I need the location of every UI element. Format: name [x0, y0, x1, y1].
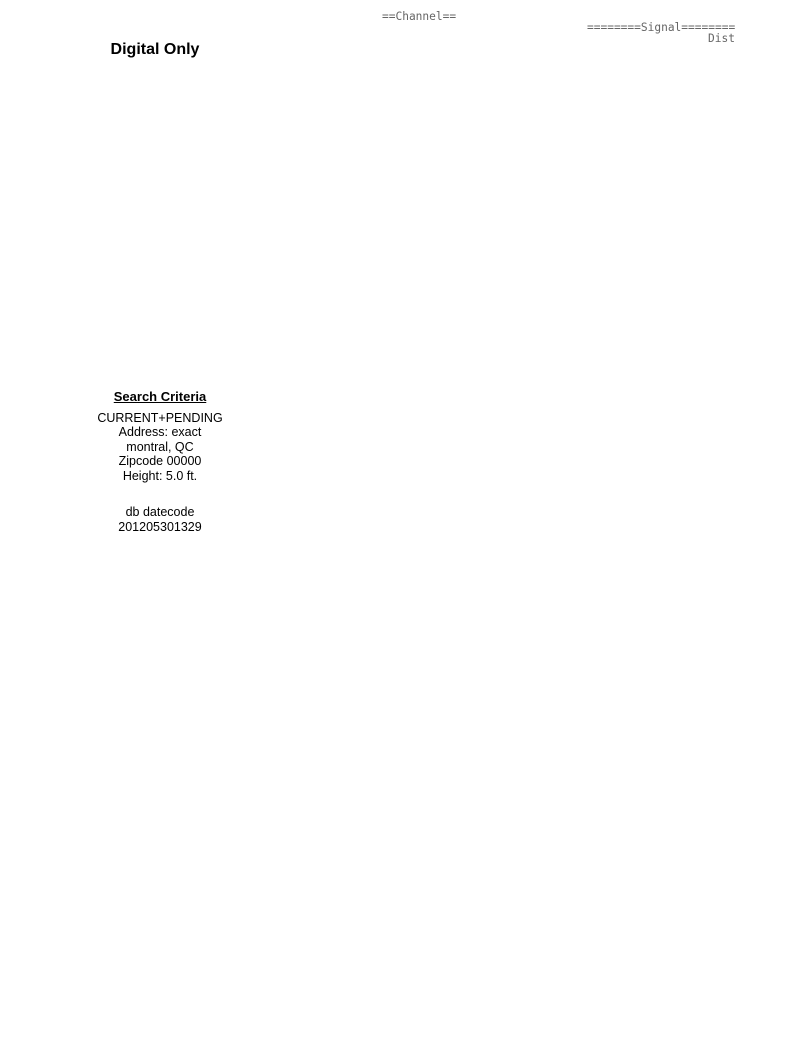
- criteria-line: Zipcode 00000: [118, 454, 202, 468]
- criteria-line: CURRENT+PENDING: [97, 410, 223, 425]
- search-criteria-heading: Search Criteria: [113, 389, 207, 404]
- dist-group-header: Dist: [708, 32, 735, 45]
- db-datecode-value: 201205301329: [118, 519, 202, 534]
- polar-plot-title: Digital Only: [110, 41, 200, 58]
- polar-plot: [0, 62, 310, 382]
- search-criteria: Search Criteria CURRENT+PENDING Address:…: [0, 389, 320, 534]
- criteria-line: montral, QC: [126, 439, 194, 454]
- table-group-header: ==Channel== ========Signal======== Dist: [300, 0, 800, 44]
- db-datecode-label: db datecode: [125, 505, 195, 519]
- channel-group-header: ==Channel==: [382, 10, 457, 23]
- criteria-line: Address: exact: [118, 425, 202, 439]
- signal-group-header: ========Signal========: [587, 21, 736, 34]
- criteria-line: Height: 5.0 ft.: [122, 468, 198, 483]
- station-table: ==Channel== ========Signal======== Dist: [300, 0, 800, 44]
- polar-plot-svg: [0, 62, 310, 382]
